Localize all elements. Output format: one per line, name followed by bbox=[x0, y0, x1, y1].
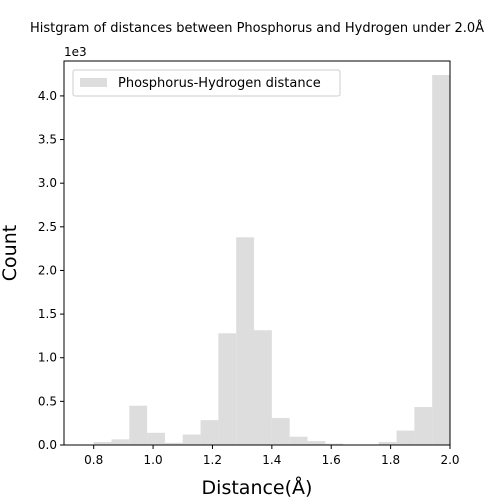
histogram-bar bbox=[112, 439, 130, 445]
y-tick-label: 0.5 bbox=[38, 394, 57, 408]
y-tick-label: 3.5 bbox=[38, 133, 57, 147]
histogram-bar bbox=[414, 407, 432, 445]
y-axis-label: Count bbox=[0, 225, 21, 281]
histogram-bar bbox=[272, 418, 290, 445]
histogram-bar bbox=[201, 420, 219, 445]
legend-label: Phosphorus-Hydrogen distance bbox=[118, 76, 321, 91]
x-tick-label: 1.0 bbox=[144, 453, 163, 467]
y-tick-label: 3.0 bbox=[38, 176, 57, 190]
y-axis-ticks: 0.0 0.5 1.0 1.5 2.0 2.5 3.0 3.5 4.0 bbox=[38, 89, 64, 452]
histogram-bar bbox=[183, 435, 201, 445]
x-tick-label: 1.8 bbox=[381, 453, 400, 467]
histogram-bar bbox=[397, 431, 415, 445]
chart-title: Histgram of distances between Phosphorus… bbox=[30, 20, 484, 36]
legend: Phosphorus-Hydrogen distance bbox=[73, 70, 340, 96]
histogram-bar bbox=[290, 437, 308, 445]
histogram-bar bbox=[307, 441, 325, 445]
y-tick-label: 1.0 bbox=[38, 351, 57, 365]
y-tick-label: 2.5 bbox=[38, 220, 57, 234]
y-tick-label: 2.0 bbox=[38, 263, 57, 277]
x-tick-label: 1.6 bbox=[322, 453, 341, 467]
legend-swatch bbox=[80, 78, 107, 87]
y-tick-label: 0.0 bbox=[38, 438, 57, 452]
y-tick-label: 1.5 bbox=[38, 307, 57, 321]
histogram-bar bbox=[236, 237, 254, 445]
x-axis-ticks: 0.8 1.0 1.2 1.4 1.6 1.8 2.0 bbox=[84, 445, 459, 467]
histogram-bar bbox=[129, 406, 147, 445]
histogram-bar bbox=[147, 433, 165, 445]
histogram-bar bbox=[432, 75, 450, 445]
x-tick-label: 2.0 bbox=[440, 453, 459, 467]
bars-group bbox=[94, 75, 450, 445]
y-offset-label: 1e3 bbox=[64, 45, 87, 59]
y-tick-label: 4.0 bbox=[38, 89, 57, 103]
x-axis-label: Distance(Å) bbox=[202, 476, 313, 499]
x-tick-label: 1.4 bbox=[262, 453, 281, 467]
histogram-bar bbox=[254, 330, 272, 445]
x-tick-label: 0.8 bbox=[84, 453, 103, 467]
x-tick-label: 1.2 bbox=[203, 453, 222, 467]
histogram-bar bbox=[218, 333, 236, 445]
